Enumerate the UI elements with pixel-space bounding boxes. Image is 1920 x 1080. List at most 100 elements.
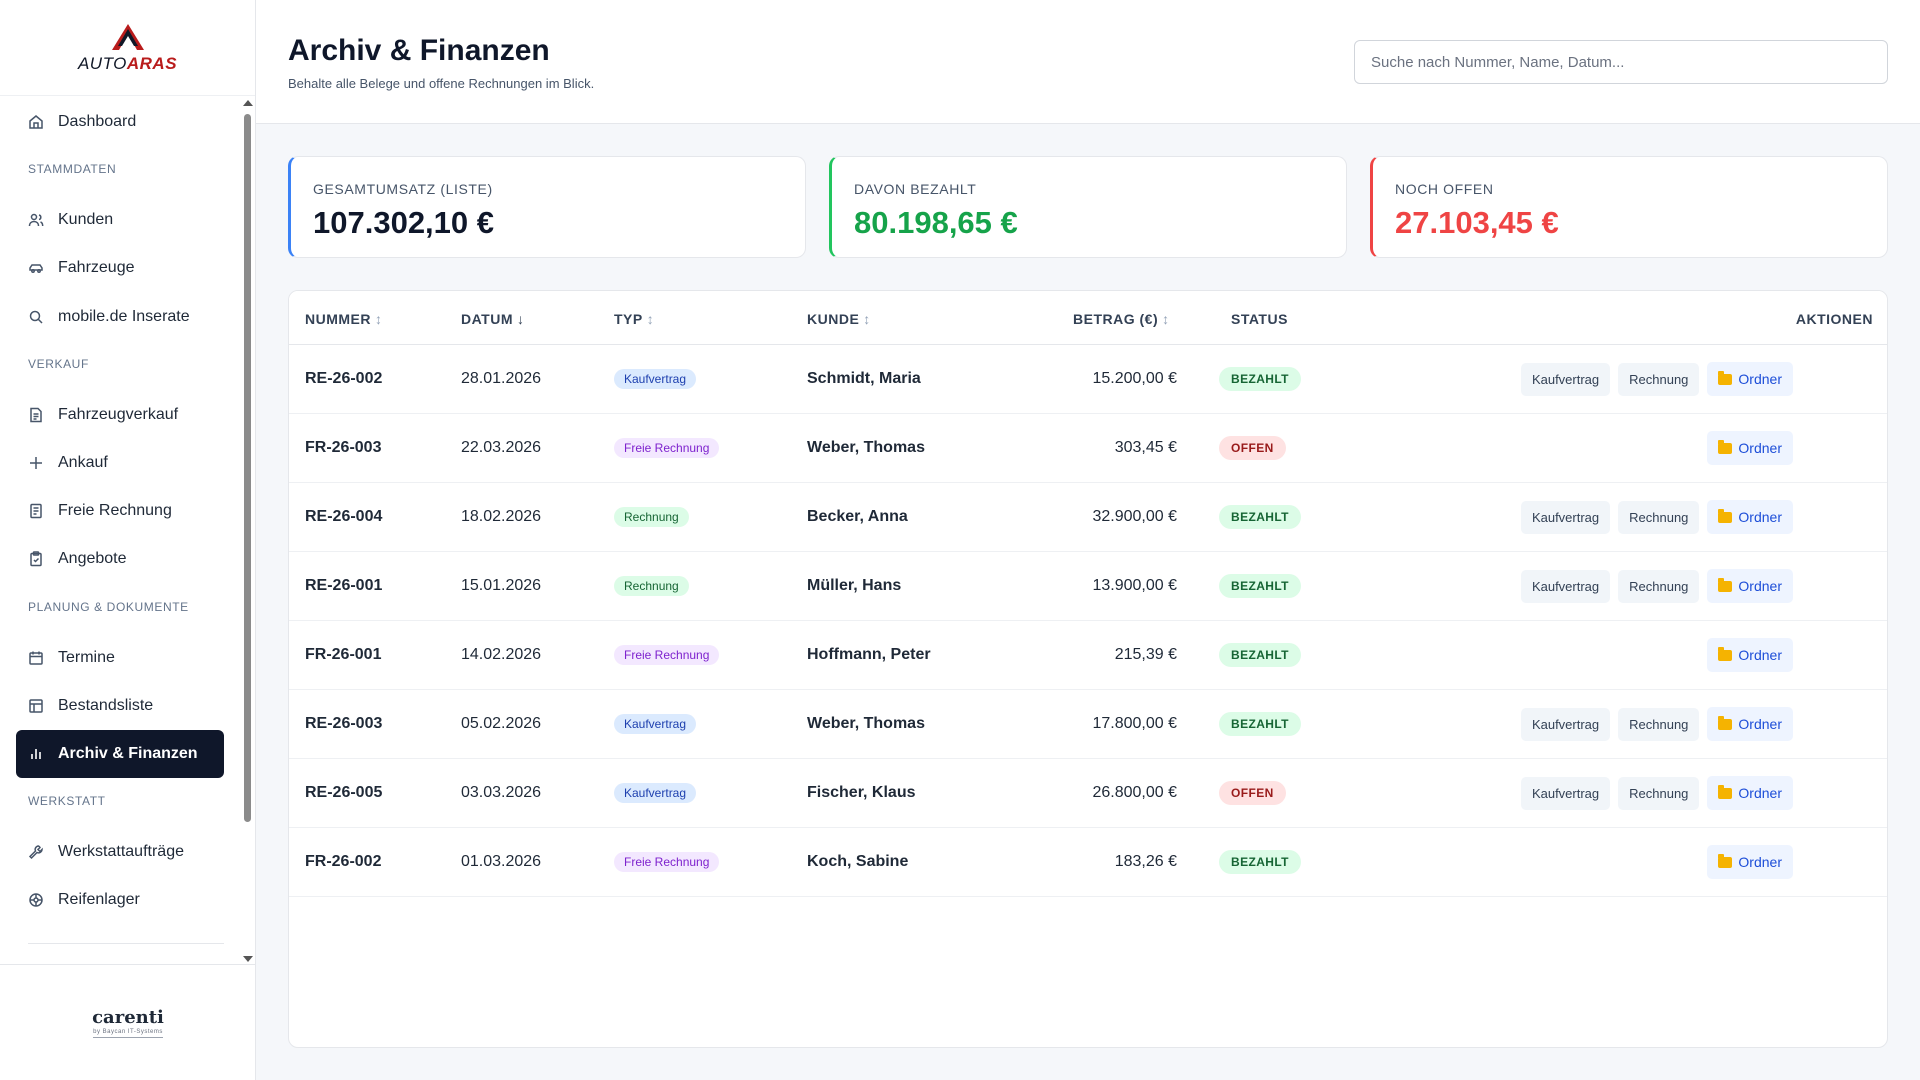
cell-nummer: RE-26-004 (305, 508, 383, 525)
ordner-button[interactable]: Ordner (1707, 362, 1793, 396)
sidebar-item-freie-rechnung[interactable]: Freie Rechnung (16, 487, 224, 535)
sort-icon: ↕ (863, 311, 871, 327)
rechnung-button[interactable]: Rechnung (1618, 500, 1700, 534)
kaufvertrag-button[interactable]: Kaufvertrag (1520, 569, 1611, 603)
cell-status: BEZAHLT (1219, 621, 1301, 689)
sidebar-item-label: Dashboard (58, 113, 137, 130)
cell-aktionen: Kaufvertrag Rechnung Ordner (1520, 552, 1793, 620)
cell-status: BEZAHLT (1219, 552, 1301, 620)
type-badge: Rechnung (614, 507, 689, 527)
sidebar-item-label: Bestandsliste (58, 696, 154, 714)
rechnung-button[interactable]: Rechnung (1618, 707, 1700, 741)
cell-nummer: FR-26-002 (305, 853, 382, 870)
stat-label: GESAMTUMSATZ (LISTE) (313, 181, 493, 197)
cell-status: OFFEN (1219, 414, 1286, 482)
status-badge: BEZAHLT (1219, 505, 1301, 529)
page-header: Archiv & Finanzen Behalte alle Belege un… (256, 0, 1920, 124)
table-row[interactable]: RE-26-003 05.02.2026 Kaufvertrag Weber, Tho… (289, 690, 1887, 759)
sidebar-item-werkstattaufträge[interactable]: Werkstattaufträge (16, 828, 224, 876)
sidebar-item-kunden[interactable]: Kunden (16, 196, 224, 244)
sidebar-item-reifenlager[interactable]: Reifenlager (16, 876, 224, 924)
users-icon (28, 212, 44, 228)
status-badge: BEZAHLT (1219, 712, 1301, 736)
kaufvertrag-button[interactable]: Kaufvertrag (1520, 500, 1611, 534)
rechnung-button[interactable]: Rechnung (1618, 569, 1700, 603)
sidebar-item-dashboard[interactable]: Dashboard (16, 98, 224, 146)
folder-icon (1718, 715, 1733, 730)
cell-status: OFFEN (1219, 759, 1286, 827)
sidebar-item-fahrzeuge[interactable]: Fahrzeuge (16, 244, 224, 292)
col-header-typ[interactable]: TYP ↕ (614, 311, 655, 327)
col-header-status: STATUS (1231, 311, 1288, 327)
sort-icon: ↕ (646, 311, 655, 327)
stat-value: 27.103,45 € (1395, 205, 1559, 240)
rechnung-button[interactable]: Rechnung (1618, 362, 1700, 396)
cell-status: BEZAHLT (1219, 690, 1301, 758)
ordner-button[interactable]: Ordner (1707, 500, 1793, 534)
ordner-button[interactable]: Ordner (1707, 638, 1793, 672)
sidebar-scrollbar[interactable] (242, 96, 253, 964)
search-icon (28, 309, 44, 325)
ordner-label: Ordner (1738, 371, 1782, 387)
table-row[interactable]: FR-26-002 01.03.2026 Freie Rechnung Koch, S… (289, 828, 1887, 897)
cell-betrag: 32.900,00 € (1092, 508, 1177, 525)
stat-label: NOCH OFFEN (1395, 181, 1494, 197)
sidebar-item-label: Archiv & Finanzen (58, 745, 198, 762)
sidebar-item-angebote[interactable]: Angebote (16, 535, 224, 583)
kaufvertrag-button[interactable]: Kaufvertrag (1520, 362, 1611, 396)
brand-logo[interactable]: AUTOARAS (0, 0, 255, 96)
sidebar-item-mobile-de-inserate[interactable]: mobile.de Inserate (16, 293, 224, 341)
table-row[interactable]: RE-26-005 03.03.2026 Kaufvertrag Fischer, K… (289, 759, 1887, 828)
cell-kunde: Hoffmann, Peter (807, 646, 931, 663)
sidebar-item-archiv-finanzen[interactable]: Archiv & Finanzen (16, 730, 224, 778)
ordner-label: Ordner (1738, 647, 1782, 663)
sidebar-item-termine[interactable]: Termine (16, 634, 224, 682)
cell-typ: Kaufvertrag (614, 759, 697, 827)
cell-aktionen: Kaufvertrag Rechnung Ordner (1520, 483, 1793, 551)
sidebar-item-label: Ankauf (58, 454, 108, 471)
table-row[interactable]: RE-26-004 18.02.2026 Rechnung Becker, Anna 3… (289, 483, 1887, 552)
ordner-button[interactable]: Ordner (1707, 845, 1793, 879)
type-badge: Kaufvertrag (614, 369, 697, 389)
folder-icon (1718, 853, 1733, 868)
cell-datum: 14.02.2026 (461, 646, 542, 663)
cell-betrag: 183,26 € (1114, 853, 1177, 870)
col-header-kunde[interactable]: KUNDE ↕ (807, 311, 871, 327)
sort-desc-icon: ↓ (517, 311, 525, 327)
nav-section-label: WERKSTATT (28, 794, 106, 808)
ordner-button[interactable]: Ordner (1707, 431, 1793, 465)
tire-icon (28, 892, 44, 908)
table-row[interactable]: RE-26-002 28.01.2026 Kaufvertrag Schmidt, M… (289, 345, 1887, 414)
kaufvertrag-button[interactable]: Kaufvertrag (1520, 776, 1611, 810)
scroll-up-arrow-icon[interactable] (243, 100, 253, 106)
table-row[interactable]: RE-26-001 15.01.2026 Rechnung Müller, Hans 1… (289, 552, 1887, 621)
ordner-button[interactable]: Ordner (1707, 776, 1793, 810)
cell-typ: Freie Rechnung (614, 621, 720, 689)
table-row[interactable]: FR-26-001 14.02.2026 Freie Rechnung Hoffman… (289, 621, 1887, 690)
sidebar-item-fahrzeugverkauf[interactable]: Fahrzeugverkauf (16, 391, 224, 439)
col-header-datum[interactable]: DATUM ↓ (461, 311, 525, 327)
cell-kunde: Weber, Thomas (807, 439, 925, 456)
rechnung-button[interactable]: Rechnung (1618, 776, 1700, 810)
ordner-label: Ordner (1738, 440, 1782, 456)
col-header-betrag[interactable]: BETRAG (€) ↕ (1073, 311, 1170, 327)
col-header-nummer[interactable]: NUMMER ↕ (305, 311, 383, 327)
sidebar-item-ankauf[interactable]: Ankauf (16, 439, 224, 487)
kaufvertrag-button[interactable]: Kaufvertrag (1520, 707, 1611, 741)
type-badge: Kaufvertrag (614, 783, 697, 803)
cell-nummer: FR-26-003 (305, 439, 382, 456)
scroll-down-arrow-icon[interactable] (243, 956, 253, 962)
cell-typ: Rechnung (614, 483, 689, 551)
table-header: NUMMER ↕ DATUM ↓ TYP ↕ KUNDE ↕ BETRAG (€) ↕ S… (289, 291, 1887, 345)
scroll-thumb[interactable] (244, 114, 251, 822)
type-badge: Kaufvertrag (614, 714, 697, 734)
sidebar-item-label: Angebote (58, 550, 127, 568)
cell-datum: 28.01.2026 (461, 370, 542, 387)
sidebar-item-bestandsliste[interactable]: Bestandsliste (16, 682, 224, 730)
search-input[interactable] (1354, 40, 1888, 84)
cell-typ: Kaufvertrag (614, 345, 697, 413)
table-row[interactable]: FR-26-003 22.03.2026 Freie Rechnung Weber, … (289, 414, 1887, 483)
calendar-icon (28, 650, 44, 666)
ordner-button[interactable]: Ordner (1707, 707, 1793, 741)
ordner-button[interactable]: Ordner (1707, 569, 1793, 603)
